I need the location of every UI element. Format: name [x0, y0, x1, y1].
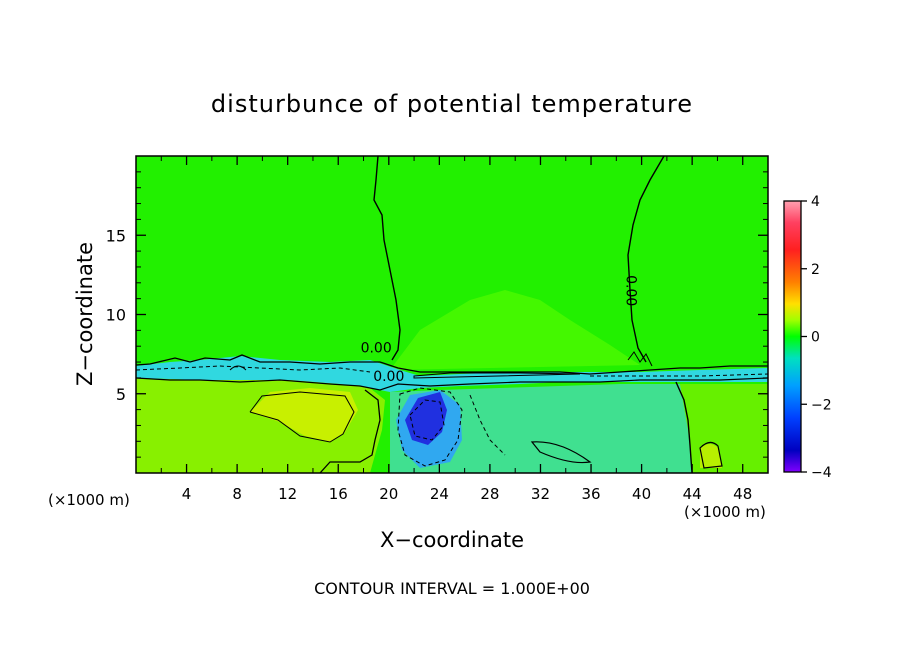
region-lower-right-cool — [390, 384, 695, 473]
colorbar — [783, 200, 802, 473]
x-axis: 4 8 12 16 20 24 28 32 36 40 44 48 — [160, 156, 752, 503]
y-tick-label: 10 — [106, 306, 126, 325]
y-tick-label: 5 — [116, 385, 126, 404]
contour-right-column — [675, 381, 693, 473]
contour-warm-core — [249, 391, 355, 443]
x-tick-label: 48 — [733, 485, 752, 503]
contour-interval-footer: CONTOUR INTERVAL = 1.000E+00 — [314, 579, 590, 598]
region-right-warm — [680, 384, 768, 473]
contour-lower-left — [319, 389, 381, 473]
contour-right-wiggle — [627, 351, 653, 367]
contour-right-small — [699, 441, 723, 469]
x-axis-label: X−coordinate — [380, 528, 524, 552]
contour-upper-right — [627, 156, 665, 363]
x-tick-label: 40 — [632, 485, 651, 503]
contour-left-small — [229, 365, 247, 371]
chart-title: disturbunce of potential temperature — [211, 90, 693, 118]
x-unit-right: (×1000 m) — [684, 503, 766, 521]
y-axis: 5 10 15 — [106, 171, 768, 458]
region-inversion-band — [136, 356, 768, 392]
x-tick-label: 20 — [379, 485, 398, 503]
x-tick-label: 32 — [531, 485, 550, 503]
contour-inversion-line — [413, 372, 581, 379]
x-unit-left: (×1000 m) — [48, 491, 130, 509]
x-tick-label: 16 — [329, 485, 348, 503]
colorbar-tick-label: 4 — [811, 194, 820, 210]
y-axis-label: Z−coordinate — [73, 242, 97, 386]
x-tick-label: 8 — [232, 485, 242, 503]
colorbar-tick-label: 2 — [811, 262, 820, 278]
contour-label: 0.00 — [361, 341, 392, 357]
contour-label: 0.00 — [622, 275, 638, 306]
contour-negative-dashed — [136, 365, 768, 467]
x-tick-label: 4 — [182, 485, 192, 503]
colorbar-ticks: 4 2 0 −2 −4 — [801, 194, 832, 481]
plot-area — [136, 156, 768, 473]
colorbar-tick-label: −2 — [811, 397, 832, 413]
region-cold-core — [405, 392, 447, 445]
x-tick-label: 28 — [480, 485, 499, 503]
colorbar-tick-label: 0 — [811, 330, 820, 346]
y-tick-label: 15 — [106, 226, 126, 245]
contour-label: 0.00 — [373, 369, 404, 385]
colorbar-tick-label: −4 — [811, 465, 832, 481]
contour-band-top — [136, 354, 768, 375]
x-tick-label: 36 — [581, 485, 600, 503]
region-warm-core — [250, 388, 358, 442]
region-upper-center-warm — [390, 290, 640, 370]
x-tick-label: 12 — [278, 485, 297, 503]
x-tick-label: 24 — [430, 485, 449, 503]
contour-labels: 0.00 0.00 0.00 — [361, 275, 639, 385]
contour-lower-center — [530, 441, 592, 464]
contour-band-bottom — [136, 377, 768, 391]
region-right-yellow — [700, 444, 722, 468]
contour-upper-left — [373, 156, 401, 361]
x-tick-label: 44 — [683, 485, 702, 503]
